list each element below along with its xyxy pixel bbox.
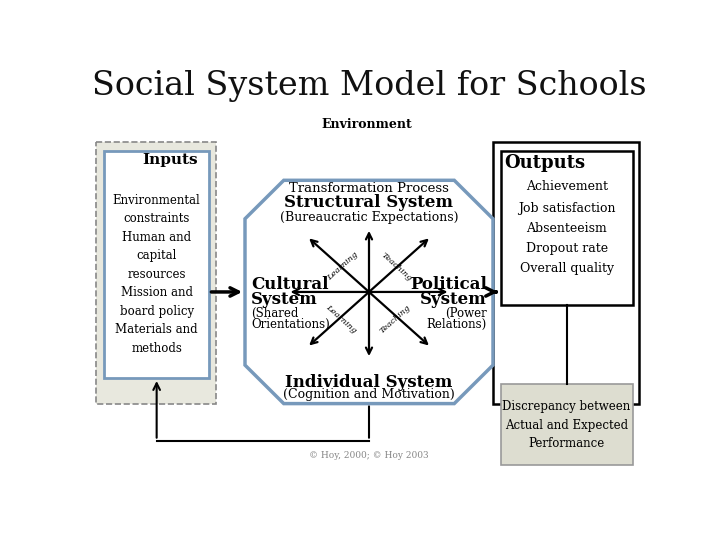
- Bar: [493, 142, 639, 403]
- Bar: [104, 151, 209, 378]
- Bar: [500, 151, 632, 305]
- Text: © Hoy, 2000; © Hoy 2003: © Hoy, 2000; © Hoy 2003: [309, 451, 429, 461]
- Text: System: System: [420, 291, 487, 308]
- Text: Discrepancy between
Actual and Expected
Performance: Discrepancy between Actual and Expected …: [503, 400, 631, 450]
- Text: Orientations): Orientations): [251, 318, 330, 331]
- Text: (Power: (Power: [445, 307, 487, 320]
- Text: (Shared: (Shared: [251, 307, 299, 320]
- Text: Cultural: Cultural: [251, 276, 329, 293]
- Text: Transformation Process: Transformation Process: [289, 183, 449, 195]
- Text: (Bureaucratic Expectations): (Bureaucratic Expectations): [280, 211, 458, 224]
- Text: Environment: Environment: [321, 118, 412, 131]
- Text: Structural System: Structural System: [284, 194, 454, 211]
- Text: Political: Political: [410, 276, 487, 293]
- Text: System: System: [251, 291, 318, 308]
- Text: Individual System: Individual System: [285, 374, 453, 390]
- Text: Environmental
constraints
Human and
capital
resources
Mission and
board policy
M: Environmental constraints Human and capi…: [113, 194, 201, 355]
- Bar: [500, 384, 632, 465]
- Text: (Cognition and Motivation): (Cognition and Motivation): [283, 388, 455, 401]
- Text: Outputs: Outputs: [505, 153, 586, 172]
- Text: Job satisfaction
Absenteeism
Dropout rate
Overall quality: Job satisfaction Absenteeism Dropout rat…: [518, 201, 616, 274]
- Text: Learning: Learning: [324, 303, 358, 335]
- Text: Relations): Relations): [426, 318, 487, 331]
- Text: Inputs: Inputs: [142, 152, 197, 166]
- Text: Achievement: Achievement: [526, 180, 608, 193]
- Text: Social System Model for Schools: Social System Model for Schools: [91, 70, 647, 103]
- Text: Teaching: Teaching: [379, 303, 413, 335]
- Text: Learning: Learning: [325, 251, 359, 282]
- Bar: [96, 142, 216, 403]
- Text: Teaching: Teaching: [380, 251, 414, 282]
